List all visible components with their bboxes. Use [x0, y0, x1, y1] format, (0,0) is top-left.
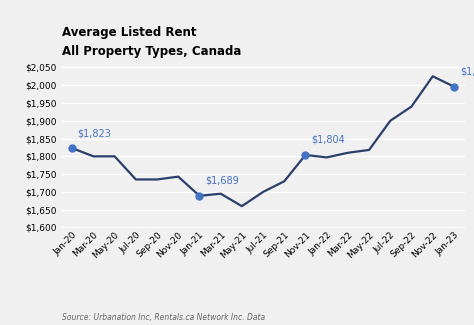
Text: All Property Types, Canada: All Property Types, Canada: [62, 46, 241, 58]
Text: $1,823: $1,823: [78, 128, 111, 138]
Text: $1,804: $1,804: [311, 135, 345, 145]
Text: $1,996: $1,996: [460, 67, 474, 77]
Text: $1,689: $1,689: [205, 176, 238, 186]
Text: Source: Urbanation Inc, Rentals.ca Network Inc. Data: Source: Urbanation Inc, Rentals.ca Netwo…: [62, 313, 265, 322]
Text: Average Listed Rent: Average Listed Rent: [62, 26, 196, 39]
